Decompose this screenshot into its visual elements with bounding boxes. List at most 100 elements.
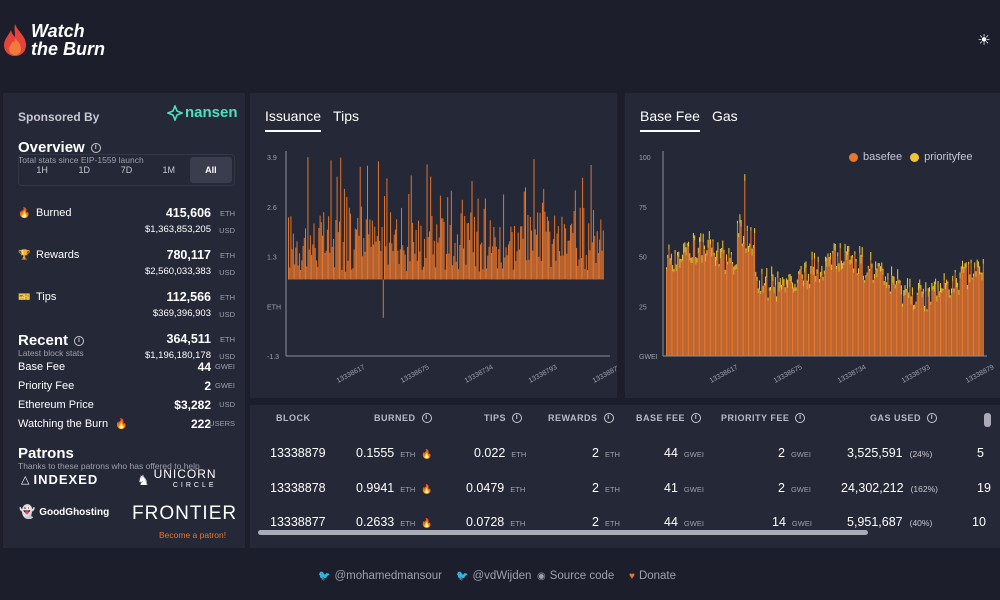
info-icon[interactable]: i xyxy=(512,413,523,423)
info-icon[interactable]: i xyxy=(927,413,938,423)
basefee-bar xyxy=(969,282,971,356)
source-code-link[interactable]: ◉ Source code xyxy=(537,570,615,582)
basefee-bar xyxy=(871,267,873,356)
issuance-bar xyxy=(426,164,428,280)
basefee-bar xyxy=(965,267,967,356)
info-icon[interactable]: i xyxy=(691,413,702,423)
donate-link[interactable]: ♥ Donate xyxy=(629,570,677,582)
priorityfee-bar xyxy=(713,252,715,256)
priorityfee-bar xyxy=(961,260,964,269)
patron-indexed[interactable]: △ INDEXED xyxy=(21,472,98,487)
y-tick-label: 50 xyxy=(639,255,647,262)
issuance-bar xyxy=(349,213,351,280)
issuance-bar xyxy=(590,165,592,280)
info-icon[interactable]: i xyxy=(421,413,432,423)
patron-unicorn[interactable]: ♞ UNICORN CIRCLE xyxy=(137,468,217,491)
range-1m[interactable]: 1M xyxy=(162,165,175,175)
horizontal-scrollbar[interactable] xyxy=(258,530,868,535)
priorityfee-bar xyxy=(964,263,966,269)
basefee-bar xyxy=(933,291,935,356)
issuance-bar xyxy=(441,218,443,280)
issuance-bar xyxy=(516,251,518,280)
twitter-link-2[interactable]: 🐦 @vdWijden xyxy=(456,570,532,582)
priorityfee-bar xyxy=(712,239,714,242)
basefee-bar xyxy=(758,289,760,356)
cell-block[interactable]: 13338879 xyxy=(270,446,326,460)
issuance-bar xyxy=(600,219,602,280)
sun-icon[interactable]: ☀ xyxy=(977,32,991,49)
issuance-bar xyxy=(576,247,578,280)
priorityfee-bar xyxy=(865,275,867,278)
basefee-bar xyxy=(864,283,866,356)
col-tips[interactable]: TIPS i xyxy=(484,413,523,423)
tab-gas[interactable]: Gas xyxy=(711,108,738,124)
issuance-bar xyxy=(359,166,361,280)
patrons-header: Patrons Thanks to these patrons who has … xyxy=(18,445,200,471)
issuance-bar xyxy=(476,231,478,280)
basefee-bar xyxy=(782,285,784,356)
tab-issuance[interactable]: Issuance xyxy=(265,108,322,132)
priorityfee-bar xyxy=(686,243,688,246)
tab-tips[interactable]: Tips xyxy=(333,108,359,124)
priorityfee-bar xyxy=(719,248,721,259)
cell-burned: 0.1555 ETH 🔥 xyxy=(356,446,433,460)
table-row[interactable]: 13338877 0.2633 ETH 🔥 0.0728 ETH 2 ETH 44 GWE… xyxy=(250,515,1000,535)
legend-priorityfee[interactable]: priorityfee xyxy=(924,151,973,163)
range-1h[interactable]: 1H xyxy=(36,165,48,175)
issuance-bar xyxy=(559,251,560,280)
become-patron-link[interactable]: Become a patron! xyxy=(159,530,227,540)
info-icon[interactable]: i xyxy=(90,142,101,153)
table-row[interactable]: 13338879 0.1555 ETH 🔥 0.022 ETH 2 ETH 44 GWEI… xyxy=(250,446,1000,466)
basefee-bar xyxy=(843,265,845,356)
issuance-bar xyxy=(602,230,604,280)
range-1d[interactable]: 1D xyxy=(78,165,91,175)
issuance-bar xyxy=(334,267,336,280)
app-logo[interactable]: Watch the Burn xyxy=(2,22,105,58)
col-rewards[interactable]: REWARDS i xyxy=(548,413,614,423)
issuance-bar xyxy=(548,220,550,280)
issuance-bar xyxy=(421,269,423,280)
patron-goodghosting[interactable]: 👻 GoodGhosting xyxy=(19,504,109,520)
vertical-scrollbar[interactable] xyxy=(984,413,991,427)
col-priorityfee[interactable]: PRIORITY FEE i xyxy=(721,413,806,423)
priorityfee-bar xyxy=(893,276,895,285)
range-all[interactable]: All xyxy=(189,157,233,183)
tab-basefee[interactable]: Base Fee xyxy=(640,108,700,132)
basefee-bar xyxy=(697,253,699,356)
patron-frontier[interactable]: FRONTIER xyxy=(132,503,238,524)
table-row[interactable]: 13338878 0.9941 ETH 🔥 0.0479 ETH 2 ETH 41 GWE… xyxy=(250,481,1000,501)
col-gasused[interactable]: GAS USED i xyxy=(870,413,938,423)
issuance-bar xyxy=(588,223,590,280)
legend-basefee[interactable]: basefee xyxy=(863,151,903,163)
basefee-bar xyxy=(810,273,812,356)
issuance-bar xyxy=(447,197,449,280)
priorityfee-bar xyxy=(941,288,943,293)
twitter-link-1[interactable]: 🐦 @mohamedmansour xyxy=(318,570,443,582)
priorityfee-bar xyxy=(889,291,891,295)
issuance-bar xyxy=(499,227,501,280)
basefee-bar xyxy=(768,291,770,356)
issuance-bar xyxy=(509,241,511,280)
basefee-bar xyxy=(675,270,677,356)
sponsor-logo[interactable]: nansen xyxy=(167,104,238,121)
cell-block[interactable]: 13338878 xyxy=(270,481,326,495)
basefee-bar xyxy=(774,285,776,356)
info-icon[interactable]: i xyxy=(74,335,85,346)
basefee-bar xyxy=(937,290,939,356)
info-icon[interactable]: i xyxy=(603,413,614,423)
priorityfee-bar xyxy=(917,283,919,291)
basefee-bar xyxy=(750,230,752,356)
col-block[interactable]: BLOCK xyxy=(276,413,311,423)
cell-block[interactable]: 13338877 xyxy=(270,515,326,529)
range-7d[interactable]: 7D xyxy=(120,165,133,175)
issuance-bar xyxy=(352,268,354,280)
basefee-bar xyxy=(703,249,705,356)
col-burned[interactable]: BURNED i xyxy=(374,413,432,423)
info-icon[interactable]: i xyxy=(795,413,806,423)
issuance-bar xyxy=(288,217,289,280)
basefee-bar xyxy=(680,261,682,356)
issuance-bar xyxy=(306,266,308,280)
issuance-bar xyxy=(492,246,494,280)
col-basefee[interactable]: BASE FEE i xyxy=(636,413,702,423)
basefee-bar xyxy=(674,253,676,356)
